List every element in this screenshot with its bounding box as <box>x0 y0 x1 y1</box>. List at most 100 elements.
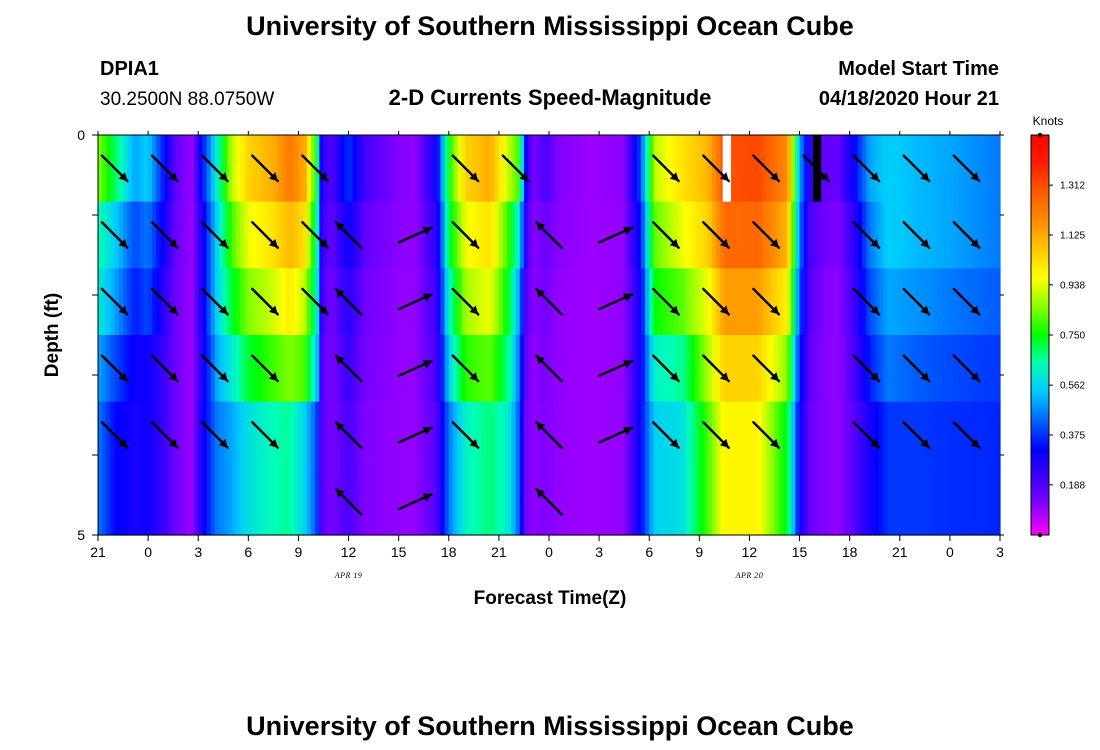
heatmap-cell <box>331 335 337 403</box>
heatmap-cell <box>423 401 429 469</box>
heatmap-cell <box>878 135 884 203</box>
arrow-head <box>218 172 228 182</box>
heatmap-cell <box>778 135 784 203</box>
heatmap-cell <box>302 135 308 203</box>
heatmap-cell <box>778 401 784 469</box>
heatmap-cell <box>327 201 333 269</box>
heatmap-cell <box>235 268 241 336</box>
heatmap-cell <box>707 468 713 536</box>
heatmap-cell <box>887 401 893 469</box>
heatmap-cell <box>290 135 295 203</box>
heatmap-cell <box>586 468 592 536</box>
heatmap-cell <box>682 335 688 403</box>
heatmap-cell <box>670 135 675 203</box>
arrow-head <box>422 293 432 302</box>
heatmap-cell <box>331 468 337 536</box>
heatmap-cell <box>194 201 199 269</box>
heatmap-cell <box>356 335 362 403</box>
arrow-head <box>268 172 278 182</box>
heatmap-cell <box>202 468 208 536</box>
heatmap-cell <box>223 268 229 336</box>
heatmap-cell <box>628 268 634 336</box>
heatmap-cell <box>787 468 792 536</box>
heatmap-cell <box>181 401 187 469</box>
heatmap-cell <box>799 401 805 469</box>
heatmap-cell <box>202 268 208 336</box>
heatmap-cell <box>519 268 525 336</box>
heatmap-cell <box>118 468 124 536</box>
heatmap-cell <box>160 201 166 269</box>
heatmap-cell <box>987 201 993 269</box>
heatmap-cell <box>185 468 191 536</box>
heatmap-cell <box>791 268 796 336</box>
heatmap-cell <box>841 468 847 536</box>
heatmap-cell <box>173 468 178 536</box>
heatmap-cell <box>590 468 596 536</box>
heatmap-cell <box>273 135 279 203</box>
heatmap-cell <box>628 401 634 469</box>
heatmap-cell <box>202 401 208 469</box>
x-tick-label: 21 <box>892 544 908 560</box>
heatmap-cell <box>970 401 976 469</box>
heatmap-cell <box>511 135 517 203</box>
heatmap-cell <box>390 135 396 203</box>
heatmap-cell <box>118 401 124 469</box>
heatmap-cell <box>594 401 600 469</box>
heatmap-cell <box>962 135 968 203</box>
colorbar-tick-label: 1.312 <box>1060 181 1085 192</box>
heatmap-cell <box>198 401 203 469</box>
heatmap-cell <box>995 468 1001 536</box>
heatmap-cell <box>123 135 128 203</box>
heatmap-cell <box>903 201 909 269</box>
heatmap-cell <box>106 268 112 336</box>
heatmap-cell <box>657 401 663 469</box>
current-arrow <box>952 354 981 383</box>
heatmap-cell <box>674 468 680 536</box>
heatmap-cell <box>461 468 467 536</box>
heatmap-cell <box>281 135 287 203</box>
heatmap-cell <box>853 201 859 269</box>
heatmap-cell <box>870 401 876 469</box>
arrow-head <box>469 172 479 182</box>
heatmap-cell <box>645 335 650 403</box>
heatmap-cell <box>908 468 913 536</box>
current-arrow <box>852 421 881 449</box>
heatmap-cell <box>432 201 437 269</box>
heatmap-cell <box>920 401 926 469</box>
heatmap-cell <box>219 135 224 203</box>
heatmap-cell <box>273 335 279 403</box>
heatmap-cell <box>256 201 262 269</box>
heatmap-cell <box>473 135 479 203</box>
heatmap-cell <box>152 268 158 336</box>
heatmap-cell <box>883 335 888 403</box>
heatmap-cell <box>912 201 918 269</box>
heatmap-cell <box>816 468 822 536</box>
heatmap-cell <box>845 135 851 203</box>
heatmap-cell <box>966 135 972 203</box>
heatmap-cell <box>561 268 567 336</box>
heatmap-cell <box>699 401 705 469</box>
heatmap-cell <box>887 335 893 403</box>
heatmap-cell <box>168 201 174 269</box>
heatmap-cell <box>749 335 755 403</box>
heatmap-cell <box>690 468 696 536</box>
heatmap-cell <box>181 468 187 536</box>
arrow-head <box>118 172 128 182</box>
heatmap-cell <box>853 268 859 336</box>
heatmap-cell <box>920 268 926 336</box>
heatmap-cell <box>812 468 817 536</box>
heatmap-cell <box>373 268 379 336</box>
heatmap-cell <box>457 468 462 536</box>
heatmap-cell <box>206 268 212 336</box>
heatmap-cell <box>252 268 258 336</box>
current-arrow <box>651 421 680 449</box>
heatmap-cell <box>582 468 588 536</box>
heatmap-cell <box>252 201 258 269</box>
heatmap-cell <box>340 335 345 403</box>
heatmap-cell <box>929 268 934 336</box>
heatmap-cell <box>624 335 629 403</box>
heatmap-cell <box>565 201 571 269</box>
heatmap-cell <box>369 401 375 469</box>
heatmap-cell <box>578 135 584 203</box>
arrow-head <box>719 372 729 382</box>
